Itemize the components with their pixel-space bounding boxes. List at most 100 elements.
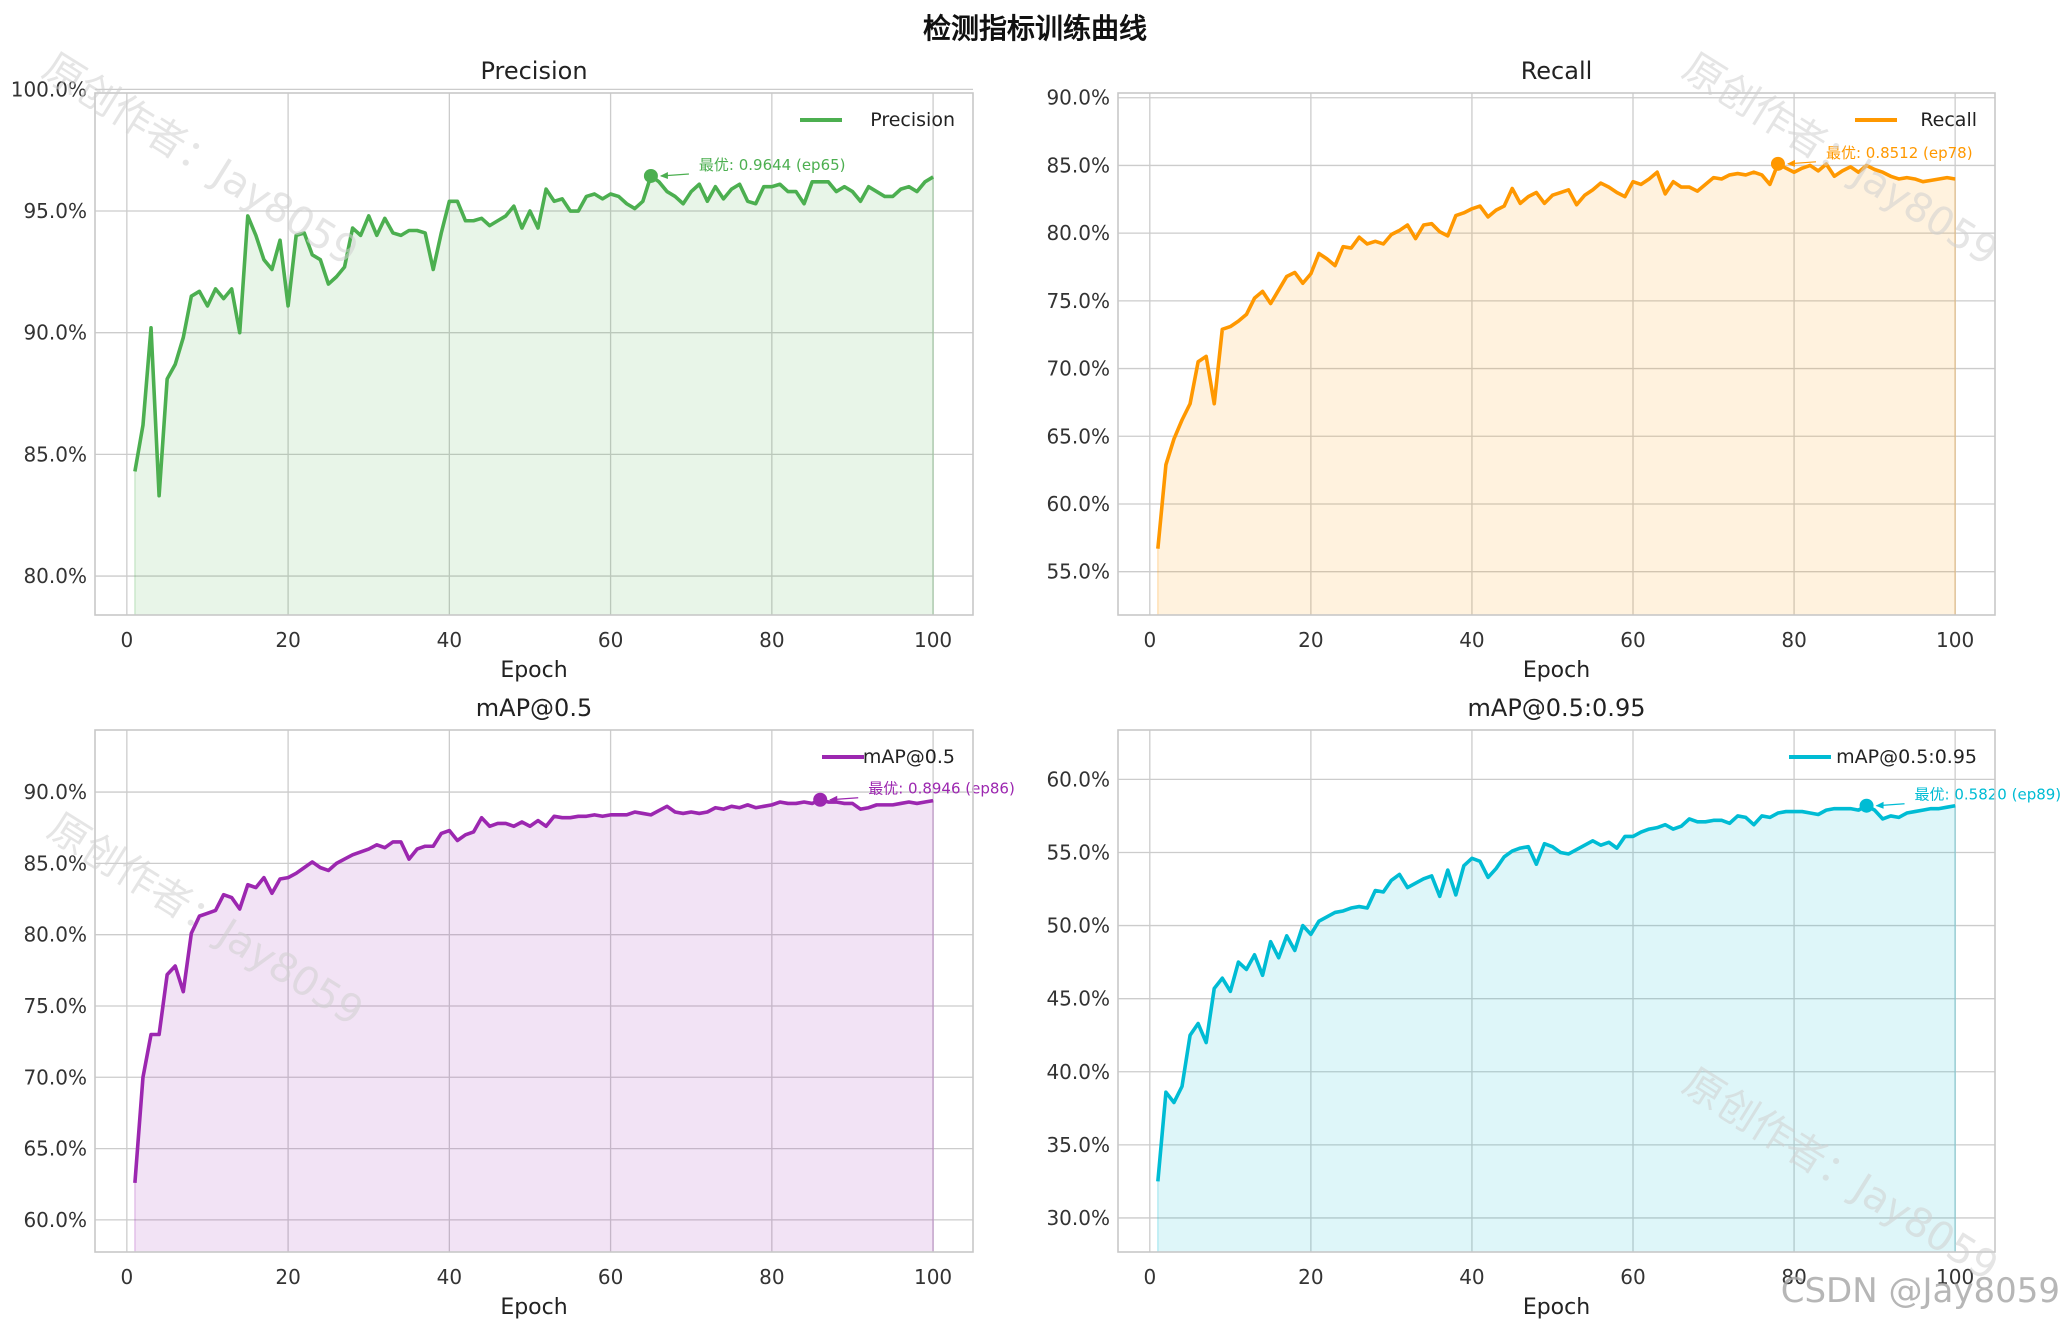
x-tick-label: 40 — [1459, 628, 1484, 652]
plot-frame — [1117, 729, 1996, 1253]
y-tick-label: 75.0% — [23, 994, 87, 1018]
chart-panel-map-0-5: 最优: 0.8946 (ep86) 0 20 40 60 80 100 60.0% 65.0% 7… — [23, 694, 1014, 1320]
best-marker-map-0-5 — [813, 792, 828, 807]
x-tick-label: 40 — [1459, 1265, 1484, 1289]
y-tick-label: 80.0% — [23, 564, 87, 588]
panel-title-map-0-5-0-95: mAP@0.5:0.95 — [1468, 694, 1646, 722]
legend-precision: Precision — [800, 109, 955, 131]
y-tick-label: 85.0% — [23, 442, 87, 466]
x-tick-label: 20 — [1298, 628, 1323, 652]
y-tick-label: 85.0% — [1046, 153, 1110, 177]
plot-frame — [94, 729, 974, 1253]
x-axis-label: Epoch — [500, 1295, 567, 1320]
legend-map-0-5-0-95: mAP@0.5:0.95 — [1789, 746, 1977, 768]
x-tick-label: 80 — [1781, 628, 1806, 652]
y-tick-label: 80.0% — [23, 923, 87, 947]
x-tick-label: 80 — [759, 628, 784, 652]
legend-label: mAP@0.5 — [863, 746, 955, 768]
best-annotation-precision: 最优: 0.9644 (ep65) — [699, 156, 846, 174]
x-tick-label: 40 — [437, 628, 462, 652]
y-tick-label: 85.0% — [23, 851, 87, 875]
best-marker-recall — [1770, 156, 1785, 171]
x-tick-label: 60 — [1620, 628, 1645, 652]
y-tick-label: 90.0% — [23, 321, 87, 345]
best-marker-map-0-5-0-95 — [1859, 798, 1874, 813]
y-tick-label: 60.0% — [1046, 767, 1110, 791]
legend-map-0-5: mAP@0.5 — [822, 746, 955, 768]
y-tick-label: 30.0% — [1046, 1206, 1110, 1230]
best-marker-precision — [643, 168, 658, 183]
series-line-map-0-5 — [133, 797, 934, 1183]
x-tick-label: 0 — [120, 1265, 133, 1289]
series-line-precision — [133, 174, 935, 498]
legend-label: Recall — [1920, 109, 1977, 131]
x-tick-label: 100 — [1936, 628, 1974, 652]
x-tick-label: 80 — [759, 1265, 784, 1289]
y-tick-label: 80.0% — [1046, 221, 1110, 245]
y-tick-label: 90.0% — [1046, 86, 1110, 110]
series-fill-precision — [134, 175, 934, 616]
x-tick-label: 100 — [914, 1265, 952, 1289]
y-tick-label: 65.0% — [23, 1137, 87, 1161]
y-tick-label: 35.0% — [1046, 1133, 1110, 1157]
best-arrowhead-precision — [659, 171, 668, 179]
x-tick-label: 0 — [120, 628, 133, 652]
x-tick-label: 0 — [1143, 1265, 1156, 1289]
best-annotation-recall: 最优: 0.8512 (ep78) — [1826, 144, 1973, 162]
x-tick-label: 60 — [598, 628, 623, 652]
plot-area — [95, 730, 973, 1252]
y-tick-label: 100.0% — [11, 77, 87, 101]
y-tick-label: 70.0% — [1046, 357, 1110, 381]
x-tick-label: 60 — [598, 1265, 623, 1289]
y-tick-label: 90.0% — [23, 780, 87, 804]
x-tick-label: 20 — [275, 1265, 300, 1289]
chart-panel-map-0-5-0-95: 最优: 0.5820 (ep89) 0 20 40 60 80 100 30.0% 35.0% 4… — [1046, 694, 2061, 1320]
x-tick-label: 0 — [1143, 628, 1156, 652]
plot-area — [95, 93, 973, 615]
chart-panels: 最优: 0.9644 (ep65) 0 20 40 60 80 100 80.0% 85.0% 9… — [11, 57, 2061, 1320]
x-axis-label: Epoch — [1523, 658, 1590, 683]
best-annotation-map-0-5: 最优: 0.8946 (ep86) — [868, 780, 1015, 798]
panel-title-recall: Recall — [1521, 57, 1593, 85]
y-tick-label: 70.0% — [23, 1065, 87, 1089]
panel-title-map-0-5: mAP@0.5 — [476, 694, 592, 722]
figure-title: 检测指标训练曲线 — [923, 12, 1147, 45]
best-arrowhead-recall — [1786, 159, 1795, 167]
legend-label: mAP@0.5:0.95 — [1836, 746, 1977, 768]
y-tick-label: 55.0% — [1046, 840, 1110, 864]
best-arrowhead-map-0-5 — [829, 795, 838, 803]
x-tick-label: 20 — [1298, 1265, 1323, 1289]
x-tick-label: 20 — [275, 628, 300, 652]
best-arrowhead-map-0-5-0-95 — [1875, 801, 1884, 809]
plot-area — [1118, 93, 1995, 615]
x-tick-label: 100 — [1936, 1265, 1974, 1289]
plot-frame — [94, 92, 974, 616]
y-tick-label: 45.0% — [1046, 987, 1110, 1011]
chart-panel-precision: 最优: 0.9644 (ep65) 0 20 40 60 80 100 80.0% 85.0% 9… — [11, 57, 974, 683]
panel-title-precision: Precision — [480, 57, 587, 85]
y-tick-label: 40.0% — [1046, 1060, 1110, 1084]
y-tick-label: 75.0% — [1046, 289, 1110, 313]
x-tick-label: 80 — [1781, 1265, 1806, 1289]
chart-panel-recall: 最优: 0.8512 (ep78) 0 20 40 60 80 100 55.0% 60.0% 6… — [1046, 57, 1996, 683]
x-tick-label: 100 — [914, 628, 952, 652]
y-tick-label: 60.0% — [1046, 492, 1110, 516]
legend-recall: Recall — [1855, 109, 1977, 131]
x-tick-label: 60 — [1620, 1265, 1645, 1289]
x-axis-label: Epoch — [500, 658, 567, 683]
plot-frame — [1117, 92, 1996, 616]
series-line-recall — [1156, 162, 1956, 549]
y-tick-label: 65.0% — [1046, 424, 1110, 448]
x-axis-label: Epoch — [1523, 1295, 1590, 1320]
series-line-map-0-5-0-95 — [1156, 803, 1956, 1182]
credit-text: CSDN @Jay8059 — [1781, 1271, 2060, 1311]
legend-label: Precision — [870, 109, 955, 131]
plot-area — [1118, 730, 1995, 1252]
y-tick-label: 95.0% — [23, 199, 87, 223]
y-tick-label: 50.0% — [1046, 914, 1110, 938]
best-annotation-map-0-5-0-95: 最优: 0.5820 (ep89) — [1915, 786, 2062, 804]
y-tick-label: 55.0% — [1046, 560, 1110, 584]
x-tick-label: 40 — [437, 1265, 462, 1289]
y-tick-label: 60.0% — [23, 1208, 87, 1232]
